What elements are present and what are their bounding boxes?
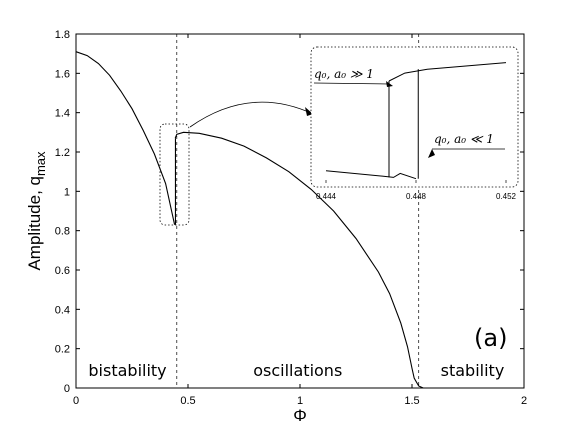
y-tick-label: 0.6 (55, 265, 70, 277)
y-tick-label: 0.2 (55, 344, 70, 356)
inset-ticks: 0.444 0.448 0.452 (316, 180, 517, 201)
inset-annotation-high-arrow (386, 81, 393, 87)
y-tick-label: 1 (64, 186, 70, 198)
inset-frame (310, 46, 519, 188)
amplitude-branch-1 (75, 51, 176, 225)
amplitude-branch-2 (174, 131, 424, 389)
y-tick-label: 1.2 (55, 147, 70, 159)
inset-x-tick-label: 0.452 (496, 192, 517, 201)
y-tick-label: 1.6 (55, 68, 70, 80)
inset-lower-branch (325, 170, 417, 180)
region-boundaries (176, 34, 420, 388)
region-label: bistability (88, 361, 166, 380)
zoom-arrow (189, 101, 314, 128)
region-label: oscillations (253, 361, 342, 380)
inset-x-tick-label: 0.444 (316, 192, 337, 201)
inset-upper-branch (388, 62, 507, 82)
panel-label: (a) (474, 324, 507, 352)
y-tick-label: 1.4 (55, 108, 70, 120)
x-tick-label: 0.5 (180, 395, 195, 407)
inset-annotation-low-arrow (428, 149, 435, 158)
bistability-highlight-box (159, 123, 190, 226)
y-axis-title: Amplitude, qmax (25, 151, 48, 271)
x-tick-label: 1.5 (404, 395, 419, 407)
inset-annotation-high-leader (313, 82, 390, 85)
y-tick-label: 0.8 (55, 226, 70, 238)
x-tick-label: 1 (297, 395, 303, 407)
y-tick-label: 1.8 (55, 29, 70, 41)
inset-annotation-low: q₀, a₀ ≪ 1 (434, 132, 494, 146)
region-labels: bistability oscillations stability (88, 361, 504, 380)
x-tick-label: 0 (73, 395, 79, 407)
y-tick-label: 0.4 (55, 304, 70, 316)
y-tick-label: 0 (64, 383, 70, 395)
region-label: stability (441, 361, 505, 380)
inset-zoom: 0.444 0.448 0.452 q₀, a₀ ≫ 1 q₀, a₀ ≪ 1 (310, 46, 519, 201)
x-tick-label: 2 (521, 395, 527, 407)
inset-x-tick-label: 0.448 (406, 192, 427, 201)
inset-annotation-high: q₀, a₀ ≫ 1 (314, 67, 374, 81)
y-axis-title-main: Amplitude, q (25, 176, 44, 271)
y-axis-title-subscript: max (33, 151, 48, 176)
inset-curves (325, 62, 507, 180)
axis-ticks: 0 0.5 1 1.5 2 0 0.2 0.4 0.6 0.8 1 1.2 1.4 1.6 1.8 (55, 29, 527, 407)
x-axis-title: Φ (293, 406, 307, 425)
